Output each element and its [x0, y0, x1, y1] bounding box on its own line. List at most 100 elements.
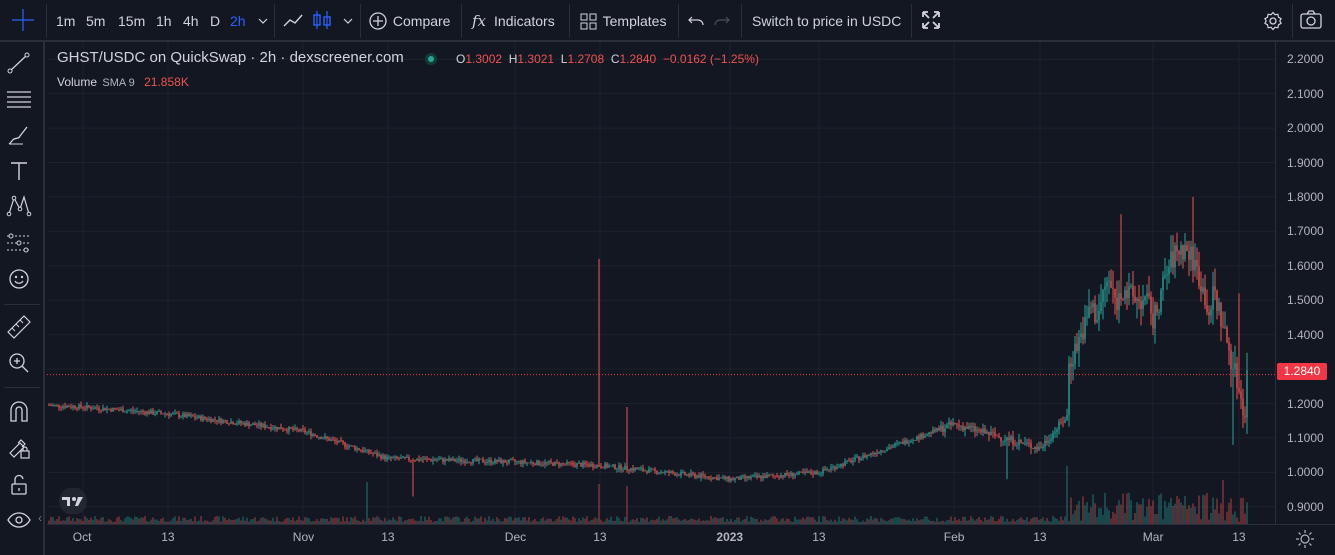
magnet-icon[interactable]: [6, 399, 32, 425]
volume-bar: [48, 520, 50, 524]
crosshair-icon[interactable]: [10, 0, 38, 40]
volume-bar: [1032, 517, 1034, 524]
candle-body: [284, 429, 286, 431]
volume-bar: [272, 517, 274, 524]
undo-icon[interactable]: [687, 0, 707, 40]
chevron-down-icon[interactable]: [257, 0, 271, 40]
candles-icon[interactable]: [312, 0, 334, 40]
forecast-icon[interactable]: [6, 230, 32, 256]
time-axis[interactable]: [47, 524, 1335, 555]
volume-bar: [960, 520, 962, 524]
volume-bar: [1096, 517, 1098, 524]
volume-bar: [866, 518, 868, 524]
volume-bar: [564, 517, 566, 524]
candle-body: [1092, 303, 1094, 307]
chevron-down-icon[interactable]: [342, 0, 356, 40]
trend-line-icon[interactable]: [6, 50, 32, 76]
volume-bar: [134, 516, 136, 524]
volume-bar: [1208, 519, 1210, 524]
compare-button[interactable]: Compare: [369, 0, 450, 40]
volume-bar: [828, 520, 830, 524]
candle-body: [698, 475, 700, 478]
candle-body: [1044, 440, 1046, 447]
volume-bar: [82, 521, 84, 524]
volume-bar: [1034, 516, 1036, 524]
candle-body: [1214, 286, 1216, 291]
smiley-icon[interactable]: [6, 266, 32, 292]
candle-body: [204, 416, 206, 419]
candle-body: [994, 432, 996, 436]
candle-body: [448, 458, 450, 461]
fullscreen-icon[interactable]: [920, 0, 944, 40]
volume-bar: [294, 520, 296, 524]
switch-price-button[interactable]: Switch to price in USDC: [752, 13, 902, 29]
candle-body: [1156, 304, 1158, 313]
volume-bar: [150, 519, 152, 524]
candle-body: [162, 413, 164, 415]
volume-bar: [720, 517, 722, 524]
timeframe-15m[interactable]: 15m: [118, 13, 146, 29]
volume-bar: [858, 521, 860, 524]
templates-button[interactable]: Templates: [579, 0, 666, 40]
camera-icon[interactable]: [1299, 0, 1325, 40]
volume-bar: [1010, 521, 1012, 524]
candle-body: [602, 467, 604, 469]
candle-body: [896, 443, 898, 444]
volume-bar: [1074, 510, 1076, 524]
volume-bar: [284, 519, 286, 524]
volume-bar: [402, 521, 404, 524]
volume-bar: [560, 519, 562, 524]
candle-body: [488, 459, 490, 462]
timeframe-1h[interactable]: 1h: [156, 13, 172, 29]
timeframe-4h[interactable]: 4h: [183, 13, 199, 29]
settings-sun-icon[interactable]: [1294, 528, 1316, 550]
candle-body: [154, 413, 156, 415]
timeframe-5m[interactable]: 5m: [86, 13, 106, 29]
volume-bar: [1006, 518, 1008, 524]
volume-bar: [126, 516, 128, 524]
volume-bar: [252, 519, 254, 524]
gear-icon[interactable]: [1262, 0, 1286, 40]
volume-bar: [354, 516, 356, 524]
timeframe-2h[interactable]: 2h: [230, 13, 246, 29]
volume-bar: [96, 519, 98, 524]
candle-body: [492, 463, 494, 464]
timeframe-d[interactable]: D: [210, 13, 221, 29]
candle-body: [1212, 286, 1214, 310]
volume-bar: [422, 521, 424, 524]
unlock-icon[interactable]: [6, 472, 32, 498]
lock-drawing-icon[interactable]: [6, 435, 32, 461]
eye-icon[interactable]: [6, 507, 32, 533]
redo-icon[interactable]: [713, 0, 733, 40]
collapse-toolbar-icon[interactable]: ‹: [38, 511, 42, 525]
candle-body: [184, 413, 186, 418]
text-icon[interactable]: [6, 158, 32, 184]
candle-body: [972, 426, 974, 428]
zoom-in-icon[interactable]: [6, 350, 32, 376]
volume-bar: [1168, 502, 1170, 524]
symbol-legend[interactable]: GHST/USDC on QuickSwap · 2h · dexscreene…: [57, 49, 404, 66]
candle-body: [904, 440, 906, 445]
candle-body: [328, 438, 330, 441]
indicators-button[interactable]: fx Indicators: [472, 0, 555, 40]
candle-body: [1154, 304, 1156, 329]
volume-bar: [986, 519, 988, 524]
tradingview-logo[interactable]: [58, 487, 88, 515]
ruler-icon[interactable]: [6, 314, 32, 340]
volume-bar: [50, 516, 52, 524]
chart-pane[interactable]: [47, 42, 1275, 524]
price-axis[interactable]: [1275, 42, 1335, 524]
candle-body: [820, 473, 822, 475]
volume-bar: [246, 517, 248, 524]
candle-body: [926, 434, 928, 437]
pattern-icon[interactable]: [6, 193, 32, 219]
horizontal-lines-icon[interactable]: [6, 86, 32, 112]
line-chart-icon[interactable]: [282, 0, 306, 40]
timeframe-1m[interactable]: 1m: [56, 13, 76, 29]
candle-body: [278, 427, 280, 430]
candle-body: [1126, 290, 1128, 298]
brush-icon[interactable]: [6, 122, 32, 148]
volume-legend[interactable]: Volume SMA 9 21.858K: [57, 75, 189, 89]
candle-body: [422, 459, 424, 461]
candle-body: [282, 429, 284, 431]
